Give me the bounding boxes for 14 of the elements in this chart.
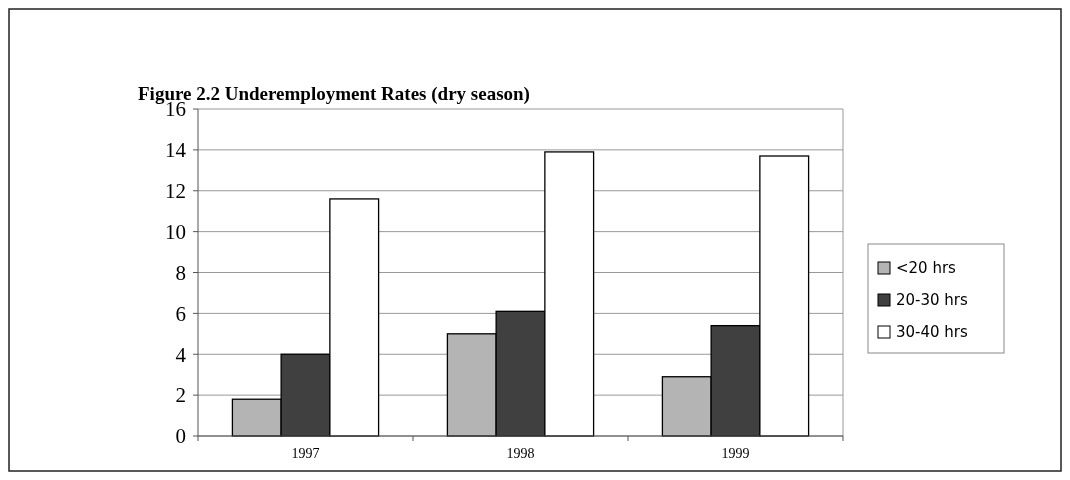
y-tick-label: 8 — [175, 260, 186, 285]
y-tick-label: 0 — [175, 424, 186, 449]
y-tick-label: 4 — [175, 342, 187, 367]
legend-label: 30-40 hrs — [896, 323, 969, 342]
legend-label: 20-30 hrs — [896, 291, 969, 310]
x-tick-label: 1999 — [721, 446, 750, 461]
y-tick-label: 10 — [165, 219, 186, 244]
x-tick-label: 1998 — [506, 446, 535, 461]
y-tick-label: 6 — [175, 301, 186, 326]
legend-label: <20 hrs — [896, 259, 957, 278]
y-tick-label: 14 — [165, 138, 187, 163]
x-tick-label: 1997 — [291, 446, 320, 461]
y-tick-label: 12 — [165, 179, 186, 204]
y-tick-label: 2 — [175, 383, 186, 408]
